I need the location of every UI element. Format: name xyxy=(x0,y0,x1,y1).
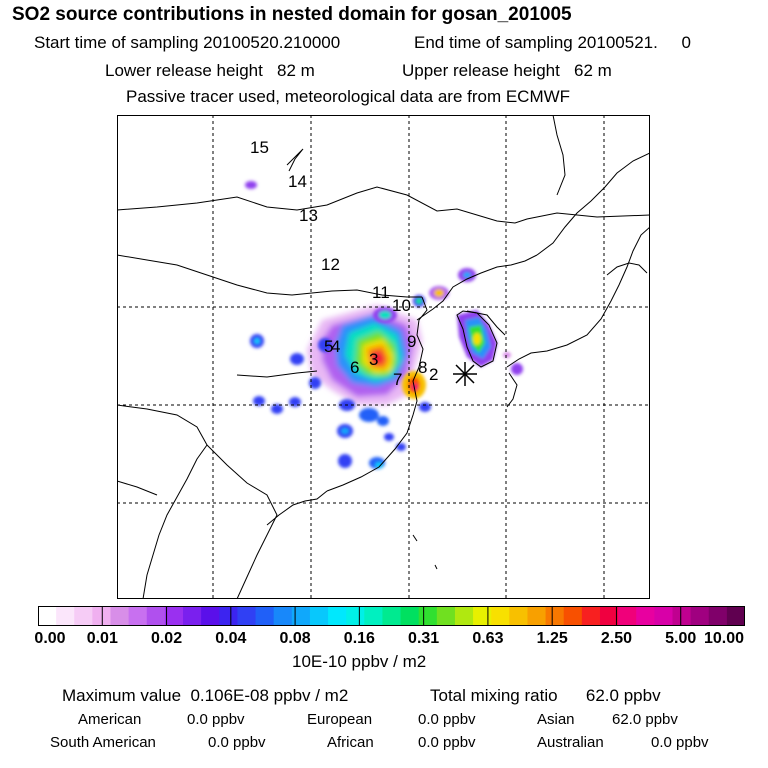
region-value-european: 0.0 ppbv xyxy=(418,711,476,728)
colorbar-tick-label: 0.02 xyxy=(150,630,183,647)
colorbar-tick-label: 0.31 xyxy=(408,630,440,647)
source-label-11: 11 xyxy=(372,283,390,302)
region-value-american: 0.0 ppbv xyxy=(187,711,245,728)
colorbar xyxy=(38,606,745,626)
colorbar-swatch xyxy=(291,606,311,626)
colorbar-tick-label: 0.63 xyxy=(472,630,504,647)
colorbar-tick-label: 0.16 xyxy=(343,630,375,647)
colorbar-swatch xyxy=(436,606,456,626)
region-name-australian: Australian xyxy=(537,734,604,751)
colorbar-swatch xyxy=(255,606,275,626)
colorbar-swatch xyxy=(382,606,402,626)
region-name-american: American xyxy=(78,711,142,728)
region-value-australian: 0.0 ppbv xyxy=(651,734,709,751)
source-label-12: 12 xyxy=(321,255,340,274)
source-label-9: 9 xyxy=(407,332,416,351)
max-value-text: Maximum value 0.106E-08 ppbv / m2 xyxy=(62,686,349,705)
coastlines xyxy=(117,115,650,599)
source-label-8: 8 xyxy=(418,358,427,377)
colorbar-swatch xyxy=(56,606,75,626)
colorbar-swatch xyxy=(581,606,601,626)
colorbar-swatch xyxy=(400,606,420,626)
colorbar-swatch xyxy=(654,606,673,626)
colorbar-tick-label: 0.00 xyxy=(34,630,66,647)
colorbar-tick-label: 0.08 xyxy=(279,630,311,647)
total-mixing-text: Total mixing ratio 62.0 ppbv xyxy=(430,686,661,705)
start-time-text: Start time of sampling 20100520.210000 xyxy=(34,33,341,52)
source-label-3: 3 xyxy=(369,350,378,369)
colorbar-swatch xyxy=(328,606,347,626)
source-label-6: 6 xyxy=(350,358,359,377)
colorbar-swatch xyxy=(509,606,528,626)
colorbar-swatch xyxy=(418,606,438,626)
colorbar-swatch xyxy=(708,606,728,626)
colorbar-swatch xyxy=(636,606,655,626)
source-label-13: 13 xyxy=(299,206,318,225)
star-icon xyxy=(453,362,477,386)
lower-height-text: Lower release height 82 m xyxy=(105,61,315,80)
end-time-text: End time of sampling 20100521. 0 xyxy=(414,33,691,52)
region-value-asian: 62.0 ppbv xyxy=(612,711,678,728)
source-label-4: 4 xyxy=(331,337,340,356)
source-label-15: 15 xyxy=(250,138,269,157)
colorbar-swatch xyxy=(237,606,257,626)
region-name-south-american: South American xyxy=(50,734,156,751)
colorbar-unit: 10E-10 ppbv / m2 xyxy=(292,652,427,671)
contribution-map: 15 14 13 12 11 10 9 8 7 6 5 4 3 2 xyxy=(117,115,650,599)
colorbar-swatch xyxy=(726,606,745,626)
colorbar-swatch xyxy=(473,606,492,626)
colorbar-swatch xyxy=(201,606,220,626)
colorbar-swatch xyxy=(273,606,293,626)
region-name-african: African xyxy=(327,734,374,751)
source-labels: 15 14 13 12 11 10 9 8 7 6 5 4 3 2 xyxy=(250,138,438,389)
colorbar-swatch xyxy=(364,606,383,626)
colorbar-swatch xyxy=(74,606,93,626)
colorbar-swatch xyxy=(527,606,547,626)
colorbar-swatch xyxy=(92,606,112,626)
colorbar-swatch xyxy=(690,606,710,626)
colorbar-swatch xyxy=(164,606,184,626)
upper-height-text: Upper release height 62 m xyxy=(402,61,612,80)
region-name-european: European xyxy=(307,711,373,728)
source-label-2: 2 xyxy=(429,365,438,384)
colorbar-swatch xyxy=(183,606,202,626)
colorbar-swatch xyxy=(672,606,692,626)
source-label-7: 7 xyxy=(393,370,402,389)
colorbar-swatch xyxy=(545,606,565,626)
colorbar-swatch xyxy=(110,606,130,626)
colorbar-swatch xyxy=(454,606,474,626)
colorbar-swatch xyxy=(128,606,148,626)
colorbar-tick-label: 1.25 xyxy=(536,630,568,647)
colorbar-swatch xyxy=(38,606,57,626)
region-name-asian: Asian xyxy=(537,711,575,728)
region-value-african: 0.0 ppbv xyxy=(418,734,476,751)
colorbar-tick-label: 0.04 xyxy=(215,630,247,647)
region-value-south-american: 0.0 ppbv xyxy=(208,734,266,751)
colorbar-swatch xyxy=(618,606,637,626)
plume-layer xyxy=(245,181,523,469)
colorbar-swatch xyxy=(146,606,166,626)
colorbar-tick-label: 10.00 xyxy=(703,630,745,647)
colorbar-swatch xyxy=(309,606,329,626)
colorbar-tick-label: 5.00 xyxy=(665,630,697,647)
tracer-note-text: Passive tracer used, meteorological data… xyxy=(126,87,571,106)
source-label-14: 14 xyxy=(288,172,307,191)
colorbar-tick-label: 2.50 xyxy=(600,630,633,647)
source-label-10: 10 xyxy=(392,296,411,315)
source-label-5: 5 xyxy=(324,337,333,356)
colorbar-swatch xyxy=(563,606,583,626)
page-title: SO2 source contributions in nested domai… xyxy=(12,4,572,25)
colorbar-tick-label: 0.01 xyxy=(86,630,118,647)
colorbar-swatch xyxy=(491,606,510,626)
colorbar-swatch xyxy=(599,606,619,626)
colorbar-swatch xyxy=(346,606,365,626)
lat-lon-grid xyxy=(117,115,650,599)
colorbar-swatch xyxy=(219,606,238,626)
